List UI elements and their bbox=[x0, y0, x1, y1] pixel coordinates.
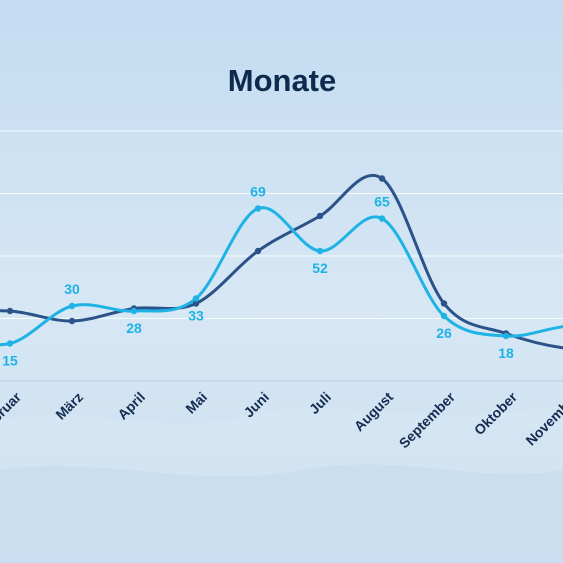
x-tick-label: September bbox=[396, 388, 459, 451]
x-tick-label: März bbox=[52, 389, 86, 423]
data-label: 26 bbox=[436, 325, 452, 341]
data-label: 30 bbox=[64, 281, 80, 297]
data-label: 18 bbox=[498, 345, 514, 361]
data-point bbox=[254, 205, 262, 212]
x-tick-label: November bbox=[522, 388, 563, 448]
data-point bbox=[316, 247, 324, 255]
x-tick-label: Oktober bbox=[471, 388, 521, 438]
data-point bbox=[440, 312, 448, 320]
data-label: 69 bbox=[250, 184, 266, 200]
data-point bbox=[6, 307, 14, 315]
data-label: 33 bbox=[188, 308, 204, 324]
data-label: 28 bbox=[126, 320, 142, 336]
data-point bbox=[192, 300, 200, 307]
data-point bbox=[378, 215, 386, 222]
x-tick-label: Februar bbox=[0, 388, 25, 437]
data-point bbox=[378, 175, 386, 182]
series-line-1 bbox=[0, 174, 563, 350]
series-line-0 bbox=[0, 206, 563, 347]
x-tick-label: Juli bbox=[306, 389, 334, 417]
x-tick-label: April bbox=[114, 389, 148, 423]
data-point bbox=[130, 307, 138, 315]
points-layer bbox=[6, 175, 510, 347]
data-point bbox=[192, 295, 200, 302]
data-label: 15 bbox=[2, 353, 18, 369]
data-label: 52 bbox=[312, 260, 328, 276]
data-point bbox=[502, 332, 510, 340]
x-axis-tick-labels: JanuarFebruarMärzAprilMaiJuniJuliAugustS… bbox=[0, 388, 563, 451]
x-tick-label: August bbox=[351, 389, 397, 435]
x-tick-label: Mai bbox=[182, 389, 210, 417]
data-point bbox=[440, 300, 448, 307]
chart-title: Monate bbox=[228, 63, 337, 98]
gridlines bbox=[0, 130, 563, 382]
data-point bbox=[254, 247, 262, 255]
data-label: 65 bbox=[374, 194, 390, 210]
data-point bbox=[6, 340, 14, 347]
data-point bbox=[68, 302, 76, 310]
data-point bbox=[316, 212, 324, 220]
x-tick-label: Juni bbox=[240, 389, 272, 421]
series-layer bbox=[0, 174, 563, 350]
data-labels: 15 30 28 33 69 52 65 26 18 bbox=[2, 184, 514, 369]
data-point bbox=[68, 317, 76, 325]
